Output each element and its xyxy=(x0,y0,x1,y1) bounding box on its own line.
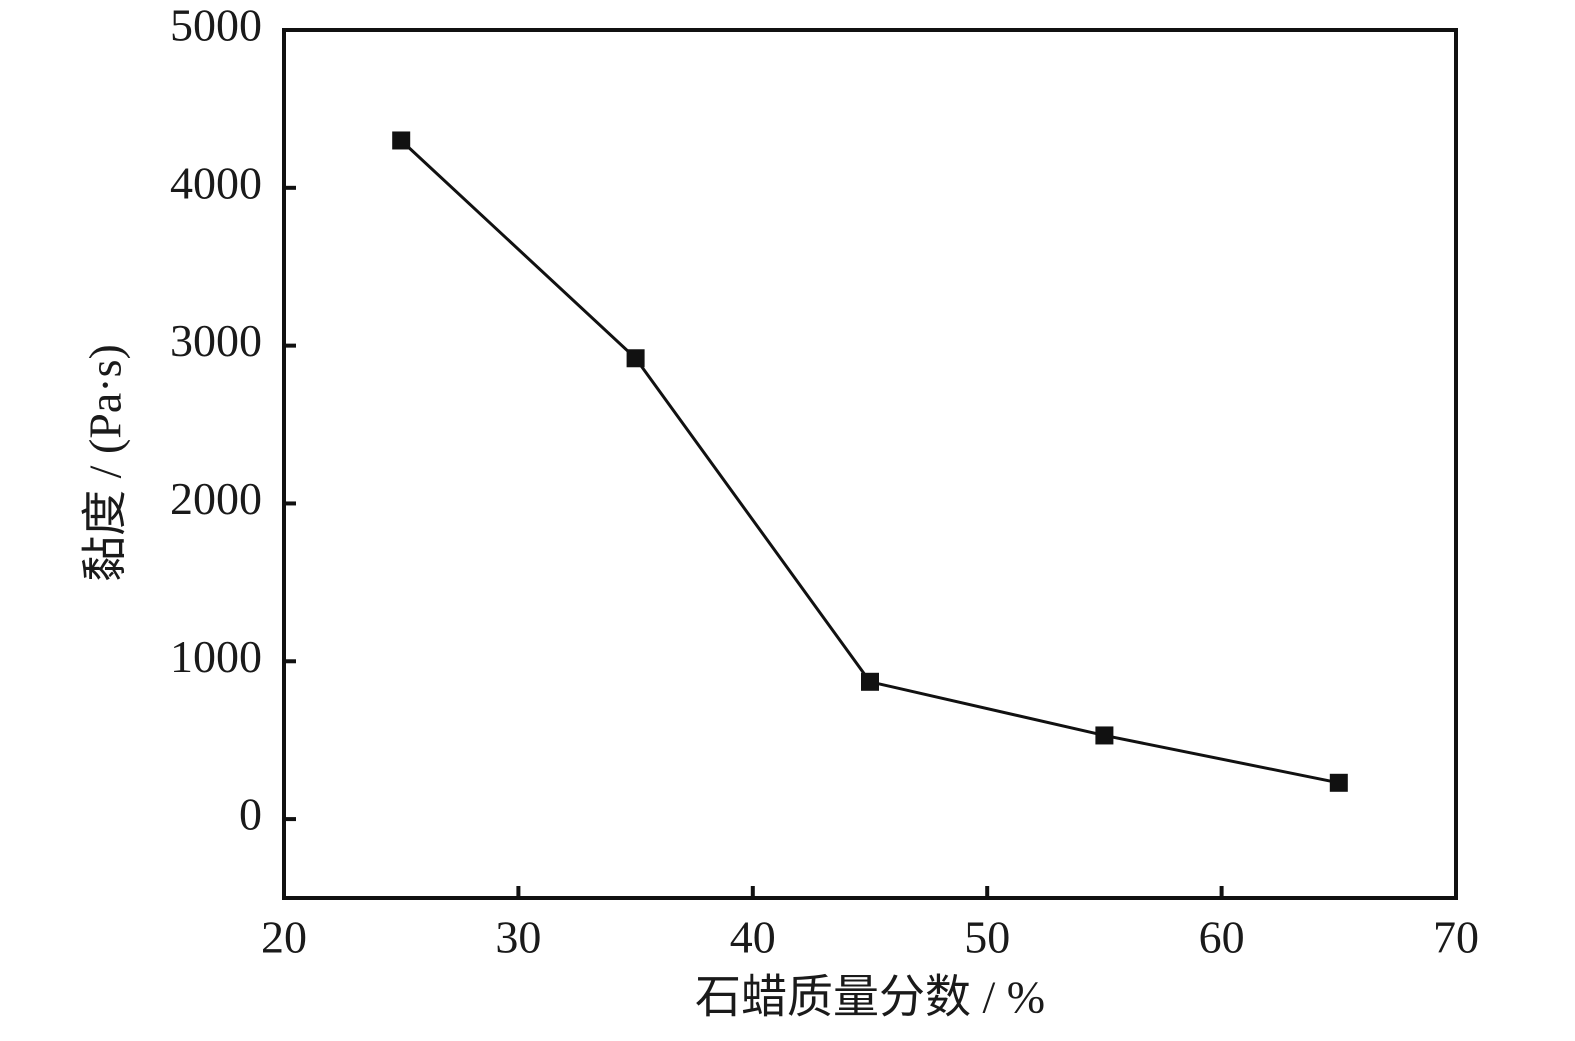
y-tick-label: 2000 xyxy=(170,473,262,524)
y-axis-label: 黏度 / (Pa·s) xyxy=(80,344,131,582)
marker xyxy=(392,131,411,150)
marker xyxy=(1329,773,1348,792)
x-tick-label: 50 xyxy=(964,912,1010,963)
x-tick-label: 60 xyxy=(1199,912,1245,963)
y-tick-label: 4000 xyxy=(170,157,262,208)
x-tick-label: 30 xyxy=(495,912,541,963)
x-tick-label: 20 xyxy=(261,912,307,963)
marker xyxy=(861,672,879,691)
x-axis-label: 石蜡质量分数 / % xyxy=(695,972,1045,1023)
x-tick-label: 40 xyxy=(730,912,776,963)
y-tick-label: 3000 xyxy=(170,315,262,366)
plot-frame xyxy=(282,28,1458,900)
y-tick-label: 5000 xyxy=(170,0,262,51)
y-tick-label: 0 xyxy=(239,789,262,840)
marker xyxy=(1095,726,1114,745)
y-tick-label: 1000 xyxy=(170,631,262,682)
marker xyxy=(626,349,645,368)
x-tick-label: 70 xyxy=(1433,912,1479,963)
